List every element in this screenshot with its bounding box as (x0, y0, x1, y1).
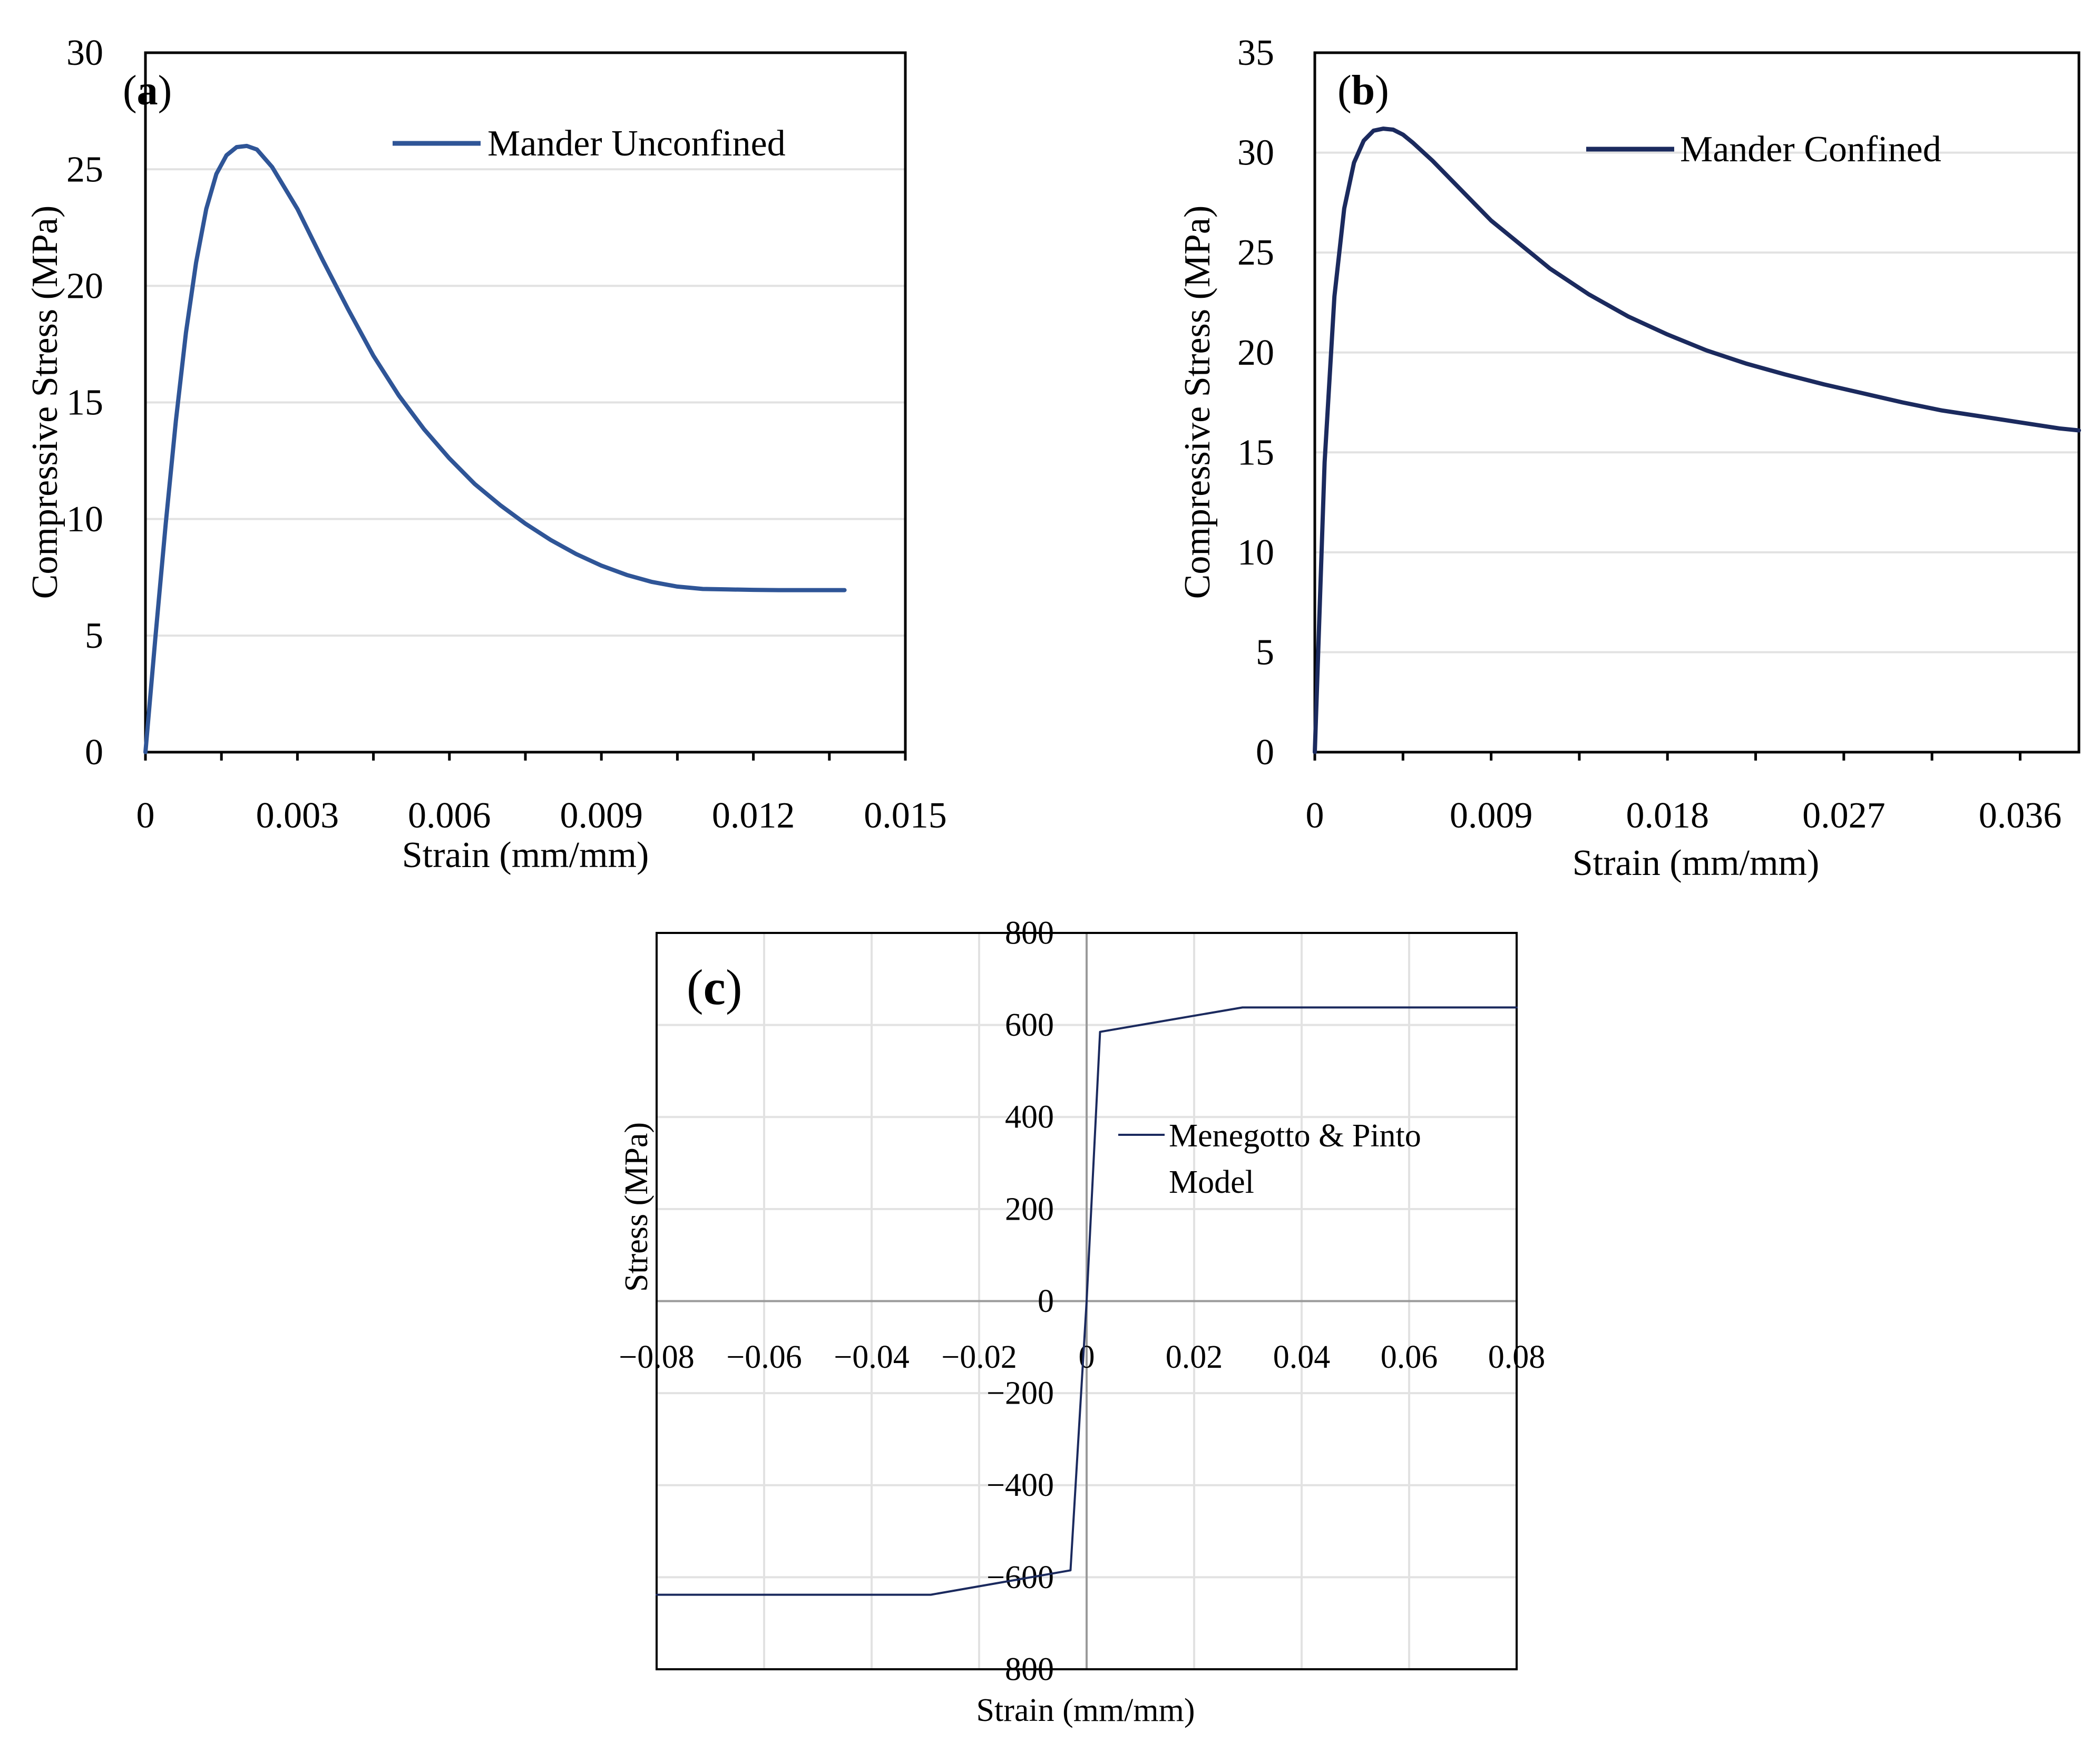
chart-b-y-tick-label: 10 (1237, 532, 1274, 573)
chart-a-y-axis-title: Compressive Stress (MPa) (25, 206, 65, 599)
chart-b-y-axis-title: Compressive Stress (MPa) (1177, 206, 1218, 599)
chart-c-x-tick-label: 0.02 (1166, 1339, 1223, 1375)
chart-b-x-tick-label: 0.018 (1626, 795, 1709, 836)
chart-a-x-tick-label: 0.003 (256, 795, 339, 836)
chart-c-series (656, 1006, 1518, 1596)
chart-a-x-tick-label: 0.006 (408, 795, 491, 836)
chart-b-y-tick-labels: 0 5 10 15 20 25 30 35 (1237, 33, 1274, 773)
chart-a-x-tick-labels: 0 0.003 0.006 0.009 0.012 0.015 (136, 795, 947, 836)
chart-b-y-tick-label: 15 (1237, 432, 1274, 473)
chart-c-y-tick-label: 200 (1005, 1191, 1054, 1227)
chart-c-plot-area (656, 932, 1518, 1670)
chart-b-tick-marks (1313, 752, 2021, 761)
chart-b-x-axis-title: Strain (mm/mm) (1572, 843, 1820, 883)
chart-a-tick-marks (144, 752, 907, 761)
chart-c-y-tick-label: −400 (986, 1467, 1054, 1503)
chart-c-series-line (656, 1006, 1518, 1596)
chart-a-y-tick-label: 5 (85, 616, 103, 656)
chart-a-x-tick-label: 0.015 (864, 795, 947, 836)
chart-a-x-tick-label: 0.009 (560, 795, 643, 836)
chart-b-y-tick-label: 5 (1256, 632, 1274, 673)
chart-a-legend: Mander Unconfined (393, 123, 786, 164)
chart-a-series-line (143, 143, 847, 754)
chart-c-y-tick-label: −200 (986, 1376, 1054, 1412)
chart-a-series (143, 143, 847, 754)
chart-b-series (1313, 126, 2081, 754)
chart-c-y-tick-labels: −800 −600 −400 −200 0 200 400 600 800 (986, 915, 1054, 1687)
chart-c-y-tick-label: 800 (1005, 915, 1054, 951)
chart-c-legend-label-line2: Model (1169, 1164, 1254, 1200)
chart-a-y-tick-label: 20 (66, 266, 103, 306)
chart-c-x-tick-labels: −0.08 −0.06 −0.04 −0.02 0 0.02 0.04 0.06 0.08 (619, 1339, 1545, 1375)
chart-b-y-tick-label: 35 (1237, 33, 1274, 73)
chart-a-y-tick-label: 10 (66, 499, 103, 540)
chart-a-y-tick-label: 25 (66, 149, 103, 190)
chart-a-x-axis-title: Strain (mm/mm) (402, 835, 649, 875)
chart-a-legend-label: Mander Unconfined (487, 123, 786, 164)
chart-b-x-tick-label: 0.036 (1979, 795, 2062, 836)
chart-b-y-tick-label: 20 (1237, 333, 1274, 373)
chart-c-y-tick-label: 400 (1005, 1099, 1054, 1135)
chart-c-y-tick-label: 0 (1038, 1283, 1054, 1319)
chart-c-x-tick-label: 0 (1079, 1339, 1095, 1375)
chart-c-x-tick-label: −0.06 (726, 1339, 802, 1375)
chart-panel-a: 0 0.003 0.006 0.009 0.012 0.015 051015202530 … (25, 33, 947, 875)
chart-c-legend: Menegotto & Pinto Model (1118, 1118, 1421, 1200)
chart-a-x-tick-label: 0.012 (712, 795, 795, 836)
chart-b-gridlines (1315, 52, 2079, 753)
chart-b-y-tick-label: 30 (1237, 133, 1274, 173)
chart-b-y-tick-label: 0 (1256, 732, 1274, 773)
chart-b-legend: Mander Confined (1586, 129, 1941, 170)
chart-c-x-tick-label: 0.08 (1488, 1339, 1546, 1375)
chart-a-y-tick-label: 0 (85, 732, 103, 773)
chart-c-y-tick-label: 600 (1005, 1007, 1054, 1043)
chart-b-plot-area (1313, 51, 2081, 754)
chart-c-panel-label: (c) (687, 959, 742, 1015)
chart-b-y-tick-label: 25 (1237, 232, 1274, 273)
chart-c-x-axis-title: Strain (mm/mm) (976, 1692, 1195, 1728)
chart-c-legend-label-line1: Menegotto & Pinto (1169, 1118, 1421, 1154)
chart-c-x-tick-label: −0.04 (834, 1339, 909, 1375)
chart-c-y-tick-label: −800 (986, 1651, 1054, 1687)
chart-c-x-tick-label: −0.08 (619, 1339, 694, 1375)
chart-c-x-tick-label: 0.04 (1273, 1339, 1331, 1375)
chart-b-x-tick-labels: 0 0.009 0.018 0.027 0.036 (1306, 795, 2062, 836)
chart-a-y-tick-label: 15 (66, 383, 103, 423)
chart-c-y-tick-label: −600 (986, 1560, 1054, 1595)
chart-a-y-tick-labels: 0 5 10 15 20 25 30 (66, 33, 103, 773)
chart-c-x-tick-label: −0.02 (941, 1339, 1017, 1375)
chart-b-x-tick-label: 0.027 (1802, 795, 1886, 836)
chart-a-panel-label: (a) (123, 67, 172, 114)
chart-b-series-line (1313, 126, 2081, 754)
chart-a-y-tick-label: 30 (66, 33, 103, 73)
chart-panel-c: −0.08 −0.06 −0.04 −0.02 0 0.02 0.04 0.06 0.08 −8… (619, 915, 1545, 1728)
chart-b-x-tick-label: 0.009 (1450, 795, 1533, 836)
chart-b-panel-label: (b) (1337, 67, 1389, 114)
chart-a-x-tick-label: 0 (136, 795, 155, 836)
chart-c-x-tick-label: 0.06 (1381, 1339, 1438, 1375)
chart-c-y-axis-title: Stress (MPa) (619, 1122, 655, 1292)
chart-panel-b: 0 0.009 0.018 0.027 0.036 0 5 10 15 20 25 30 35 Str… (1177, 33, 2081, 883)
chart-b-legend-label: Mander Confined (1680, 129, 1941, 170)
chart-b-x-tick-label: 0 (1306, 795, 1324, 836)
